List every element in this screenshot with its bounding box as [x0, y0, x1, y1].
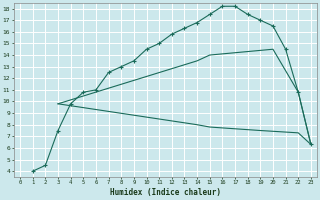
- X-axis label: Humidex (Indice chaleur): Humidex (Indice chaleur): [110, 188, 221, 197]
